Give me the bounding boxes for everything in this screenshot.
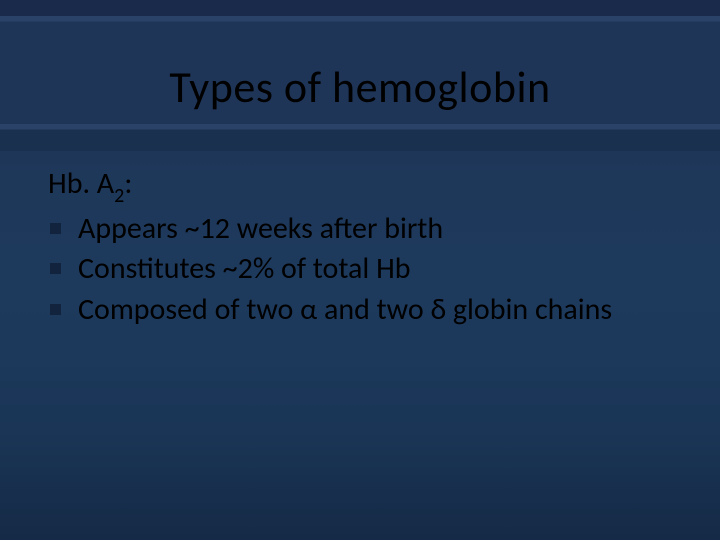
list-item: Appears ~12 weeks after birth (78, 210, 680, 248)
list-item: Constitutes ~2% of total Hb (78, 250, 680, 288)
list-item: Composed of two α and two δ globin chain… (78, 291, 680, 329)
bullet-text: Appears ~12 weeks after birth (78, 210, 443, 247)
slide-content: Hb. A2: Appears ~12 weeks after birth Co… (48, 165, 680, 331)
heading-suffix: : (124, 165, 132, 202)
bullet-text: Constitutes ~2% of total Hb (78, 250, 411, 287)
bullet-list: Appears ~12 weeks after birth Constitute… (48, 210, 680, 329)
slide-title: Types of hemoglobin (0, 60, 720, 114)
content-heading: Hb. A2: (48, 165, 680, 206)
heading-subscript: 2 (114, 184, 124, 208)
heading-prefix: Hb. A (48, 165, 114, 202)
bullet-text: Composed of two α and two δ globin chain… (78, 291, 612, 328)
slide: Types of hemoglobin Hb. A2: Appears ~12 … (0, 0, 720, 540)
